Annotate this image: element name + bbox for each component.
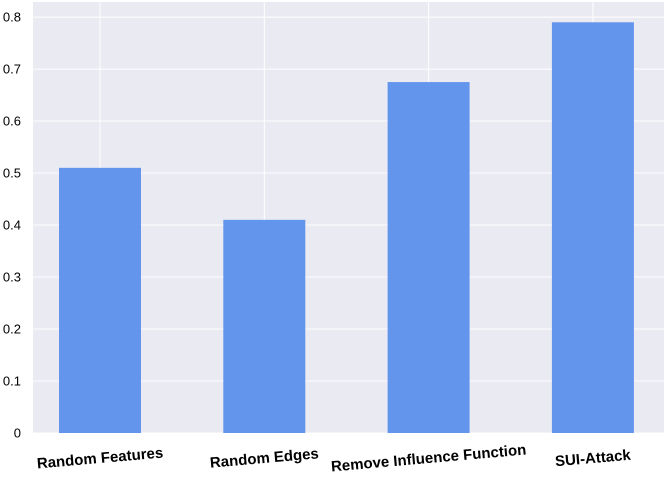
x-tick-label: Remove Influence Function [330, 441, 527, 475]
y-tick-label: 0.8 [3, 10, 21, 25]
y-tick-label: 0.3 [3, 270, 21, 285]
x-tick-label: SUI-Attack [554, 447, 632, 471]
x-tick-label: Random Features [36, 445, 164, 473]
y-tick-label: 0.7 [3, 62, 21, 77]
bar [551, 22, 634, 433]
bar [223, 219, 306, 433]
x-tick-label: Random Edges [209, 445, 319, 471]
y-tick-label: 0.1 [3, 374, 21, 389]
y-tick-label: 0.4 [3, 218, 21, 233]
y-tick-label: 0.2 [3, 322, 21, 337]
y-tick-label: 0.6 [3, 114, 21, 129]
bar [387, 82, 470, 434]
y-tick-label: 0 [14, 426, 21, 441]
y-tick-label: 0.5 [3, 166, 21, 181]
bar [59, 167, 141, 433]
